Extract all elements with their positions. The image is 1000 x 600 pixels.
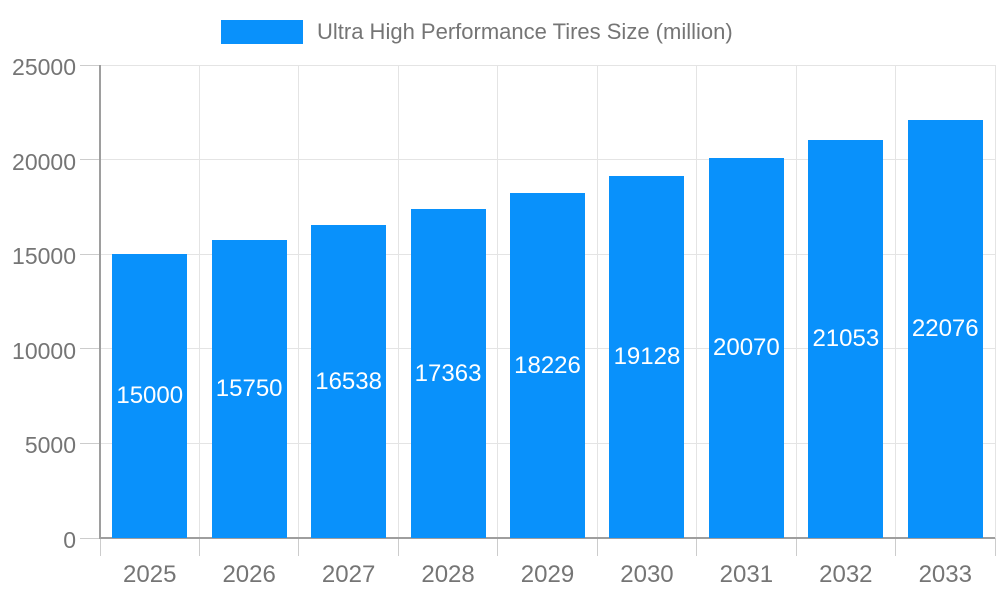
x-axis-tick (497, 538, 499, 556)
gridline-vertical (895, 65, 897, 538)
x-axis-tick (198, 538, 200, 556)
y-axis-tick-label: 15000 (12, 243, 76, 270)
x-axis-tick-label: 2028 (421, 561, 475, 588)
legend: Ultra High Performance Tires Size (milli… (221, 19, 733, 45)
y-axis-tick (80, 537, 100, 539)
y-axis-tick-label: 20000 (12, 148, 76, 175)
gridline-vertical (497, 65, 499, 538)
x-axis-tick-label: 2031 (719, 561, 774, 588)
gridline-vertical (795, 65, 797, 538)
bar (907, 120, 983, 538)
legend-label: Ultra High Performance Tires Size (milli… (317, 19, 733, 44)
legend-swatch (221, 20, 303, 44)
y-axis-tick (80, 253, 100, 255)
x-axis-tick-label: 2029 (520, 561, 575, 588)
bar-value-label: 17363 (414, 359, 482, 387)
bar (708, 158, 784, 538)
bar (609, 176, 685, 538)
gridline-vertical (397, 65, 399, 538)
x-axis-tick-label: 2027 (321, 561, 376, 588)
bar (311, 225, 387, 538)
x-axis-tick-label: 2032 (819, 561, 873, 588)
x-axis-tick (895, 538, 897, 556)
x-axis-tick (99, 538, 101, 556)
x-axis-tick-label: 2025 (123, 561, 177, 588)
bar-value-label: 22076 (911, 315, 979, 343)
bar-value-label: 20070 (713, 334, 780, 362)
bar (112, 254, 188, 538)
x-axis-line (99, 537, 995, 539)
y-axis-tick-label: 0 (63, 527, 76, 553)
bar-value-label: 18226 (514, 351, 581, 379)
bar (211, 240, 287, 538)
gridline-vertical (994, 65, 996, 538)
gridline-vertical (198, 65, 200, 538)
x-axis-tick-label: 2033 (918, 561, 972, 588)
bar-value-label: 21053 (812, 324, 880, 352)
bar-value-label: 15000 (116, 382, 184, 410)
bar (410, 209, 486, 538)
bar-value-label: 19128 (613, 343, 681, 371)
x-axis-tick (298, 538, 300, 556)
y-axis-tick (80, 64, 100, 66)
gridline-vertical (298, 65, 300, 538)
x-axis-tick (696, 538, 698, 556)
bar-value-label: 16538 (315, 367, 382, 395)
gridline-horizontal (100, 64, 995, 66)
x-axis-tick-label: 2030 (620, 561, 674, 588)
y-axis-tick (80, 442, 100, 444)
gridline-vertical (596, 65, 598, 538)
y-axis-line (99, 65, 101, 538)
gridline-horizontal (100, 159, 995, 161)
bar-value-label: 15750 (215, 375, 283, 402)
gridline-vertical (696, 65, 698, 538)
x-axis-tick (596, 538, 598, 556)
y-axis-tick-label: 25000 (12, 54, 76, 80)
x-axis-tick-label: 2026 (222, 561, 276, 588)
y-axis-tick (80, 159, 100, 161)
x-axis-tick (994, 538, 996, 556)
bar (808, 139, 884, 538)
x-axis-tick (397, 538, 399, 556)
y-axis-tick (80, 348, 100, 350)
bar (510, 193, 585, 538)
y-axis-tick-label: 5000 (24, 432, 76, 459)
y-axis-tick-label: 10000 (12, 337, 76, 364)
x-axis-tick (795, 538, 797, 556)
